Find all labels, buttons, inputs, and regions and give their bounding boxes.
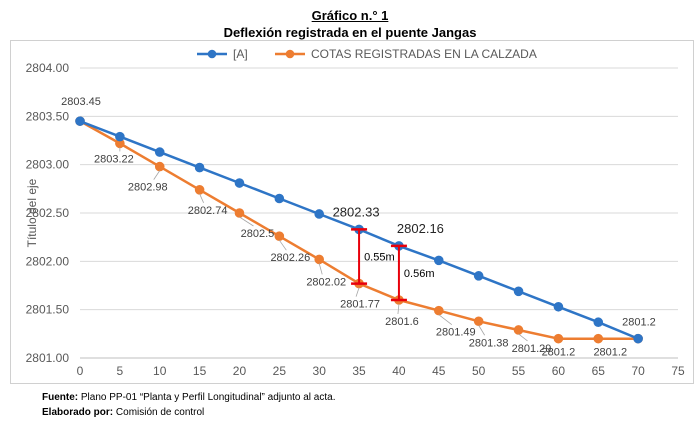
annotation-layer: 0.55m 0.56m xyxy=(351,228,435,302)
data-point xyxy=(314,209,325,219)
y-axis-label: Título del eje xyxy=(25,178,39,247)
x-tick-label: 10 xyxy=(153,364,167,378)
x-tick-label: 50 xyxy=(472,364,486,378)
label-leader xyxy=(355,287,360,297)
made-by-label: Elaborado por: xyxy=(42,407,114,418)
data-label: 2801.38 xyxy=(469,337,509,349)
chart-frame xyxy=(10,40,694,384)
x-tick-label: 15 xyxy=(193,364,207,378)
legend-entry: [A] xyxy=(233,47,248,61)
data-point xyxy=(234,208,245,218)
data-labels: 2803.45 2803.22 2802.98 2802.74 2802.5 2802.2… xyxy=(61,96,656,359)
chart-title: Deflexión registrada en el puente Jangas xyxy=(223,25,477,40)
x-tick-label: 75 xyxy=(671,364,685,378)
x-tick-label: 0 xyxy=(77,364,84,378)
source-label: Fuente: xyxy=(42,392,79,403)
data-label: 2801.2 xyxy=(622,317,656,329)
label-leader xyxy=(318,263,323,275)
data-label: 2802.98 xyxy=(128,182,168,194)
x-tick-label: 55 xyxy=(512,364,526,378)
made-by-note: Elaborado por: Comisión de control xyxy=(42,407,204,418)
data-label: 2801.77 xyxy=(340,299,380,311)
data-label: 2801.6 xyxy=(385,316,419,328)
x-tick-label: 60 xyxy=(552,364,566,378)
data-point xyxy=(274,231,285,241)
label-leader xyxy=(397,303,400,315)
made-by-text: Comisión de control xyxy=(115,407,205,418)
data-label: 2801.29 xyxy=(512,343,552,355)
label-leader xyxy=(518,333,528,342)
data-point xyxy=(633,333,643,344)
label-leader xyxy=(153,170,161,180)
data-point xyxy=(154,147,165,157)
x-tick-label: 5 xyxy=(117,364,124,378)
data-point xyxy=(234,178,245,188)
x-tick-label: 40 xyxy=(392,364,406,378)
data-point xyxy=(434,255,444,266)
data-label: 2802.02 xyxy=(306,276,346,288)
label-leader xyxy=(279,239,287,251)
data-point xyxy=(593,317,604,328)
data-label: 2802.74 xyxy=(188,205,228,217)
data-point xyxy=(553,301,564,312)
data-label: 2802.5 xyxy=(241,228,275,240)
legend-marker xyxy=(207,49,217,59)
data-point xyxy=(314,254,325,265)
x-tick-label: 30 xyxy=(313,364,327,378)
legend-entry: COTAS REGISTRADAS EN LA CALZADA xyxy=(311,47,537,61)
legend-marker xyxy=(285,49,295,59)
x-tick-label: 35 xyxy=(352,364,366,378)
label-leader xyxy=(438,314,453,325)
grid-lines xyxy=(80,67,678,359)
y-tick-label: 2804.00 xyxy=(26,61,70,75)
x-tick-label: 70 xyxy=(631,364,645,378)
data-label: 2802.16 xyxy=(397,221,444,236)
y-tick-label: 2802.50 xyxy=(26,206,70,220)
deflection-label: 0.55m xyxy=(364,252,395,264)
label-leader xyxy=(239,216,254,227)
deflection-label: 0.56m xyxy=(404,268,435,280)
axis-ticks: 2801.002801.502802.002802.502803.002803.… xyxy=(26,61,685,378)
data-point xyxy=(154,161,165,172)
data-point xyxy=(194,162,205,173)
data-point xyxy=(593,333,604,344)
data-point xyxy=(513,325,524,335)
data-label: 2802.33 xyxy=(333,204,380,219)
source-text: Plano PP-01 “Planta y Perfil Longitudina… xyxy=(80,392,336,403)
data-label: 2801.2 xyxy=(542,347,576,359)
data-point xyxy=(473,271,484,281)
data-point xyxy=(473,316,484,327)
data-point xyxy=(434,305,444,316)
data-label: 2803.22 xyxy=(94,153,134,165)
x-tick-label: 65 xyxy=(592,364,606,378)
y-tick-label: 2802.00 xyxy=(26,254,70,268)
data-label: 2802.26 xyxy=(270,252,310,264)
y-tick-label: 2803.00 xyxy=(26,158,70,172)
label-leader xyxy=(199,193,204,203)
data-point xyxy=(553,333,564,344)
data-point xyxy=(75,116,85,126)
y-tick-label: 2801.00 xyxy=(26,351,70,365)
legend: [A] COTAS REGISTRADAS EN LA CALZADA xyxy=(197,47,537,61)
figure-number: Gráfico n.° 1 xyxy=(311,8,389,23)
x-tick-label: 45 xyxy=(432,364,446,378)
data-point xyxy=(274,193,285,204)
data-label: 2801.49 xyxy=(436,327,476,339)
x-tick-label: 20 xyxy=(233,364,247,378)
data-label: 2803.45 xyxy=(61,96,101,108)
label-leader xyxy=(478,325,486,336)
data-point xyxy=(194,185,205,195)
data-label: 2801.2 xyxy=(593,347,627,359)
y-tick-label: 2803.50 xyxy=(26,109,70,123)
y-tick-label: 2801.50 xyxy=(26,303,70,317)
x-tick-label: 25 xyxy=(273,364,287,378)
data-point xyxy=(115,131,125,142)
source-note: Fuente: Plano PP-01 “Planta y Perfil Lon… xyxy=(42,392,336,403)
data-point xyxy=(513,286,524,297)
